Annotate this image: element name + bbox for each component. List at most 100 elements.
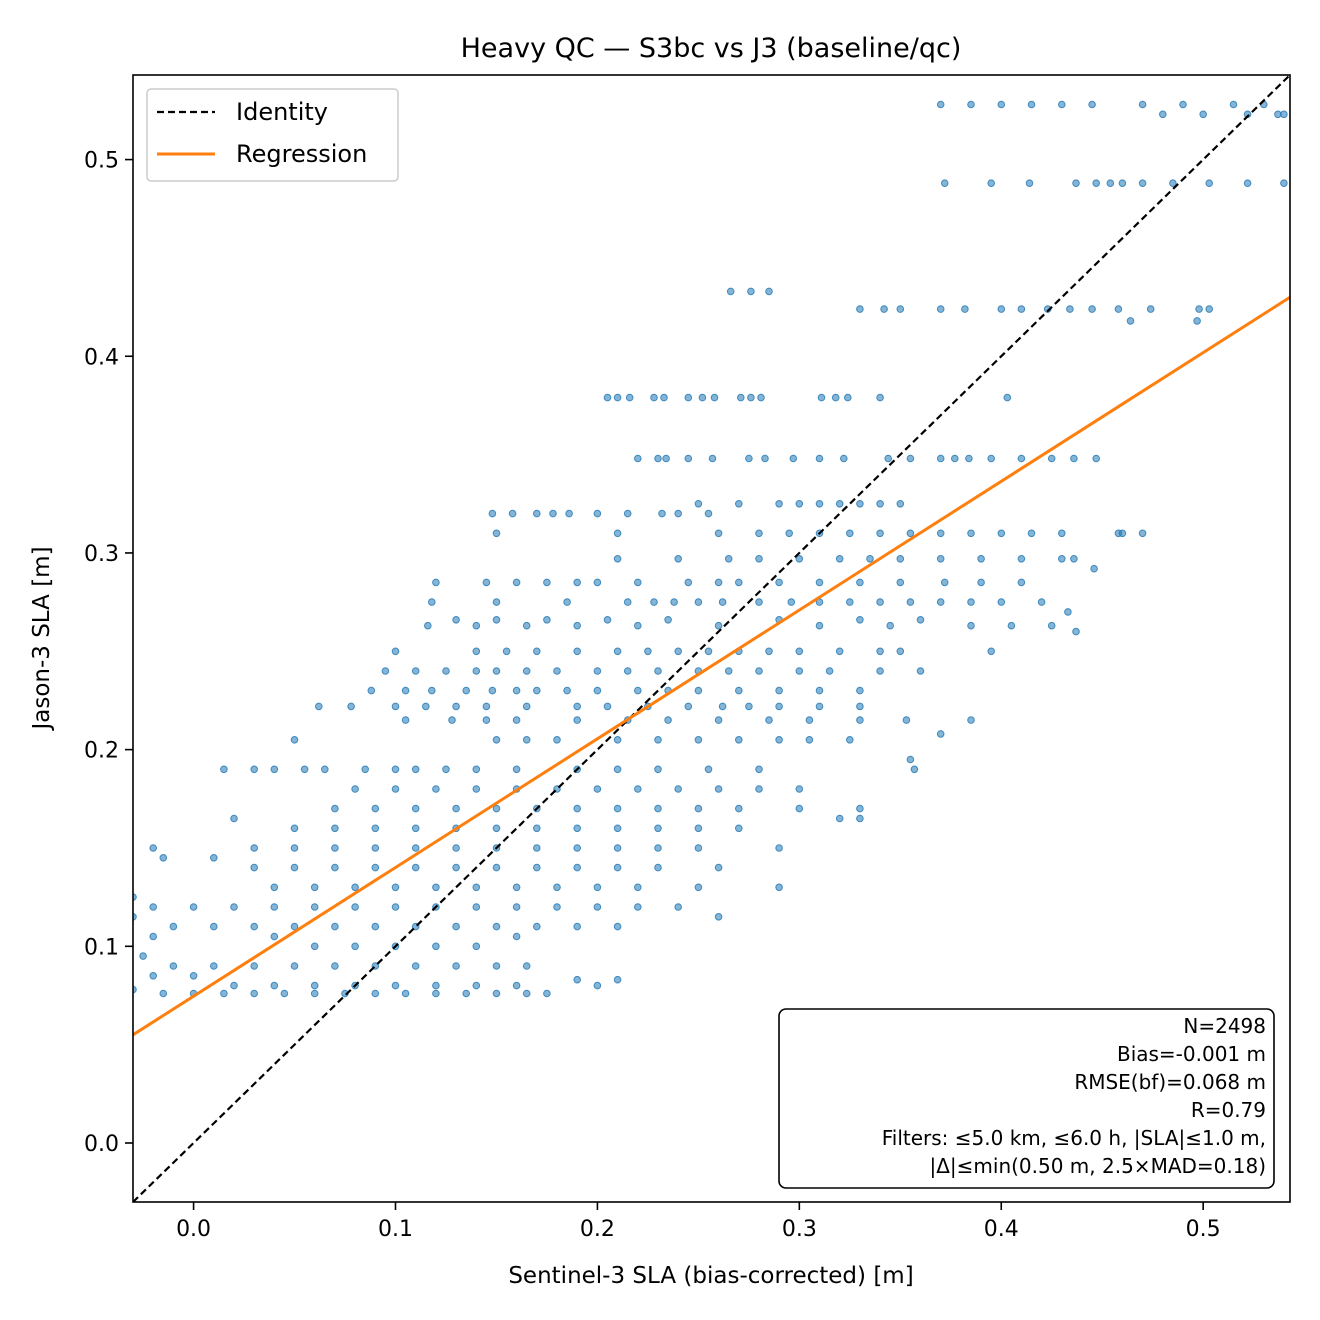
scatter-point bbox=[159, 989, 168, 998]
scatter-point bbox=[765, 287, 773, 296]
scatter-points bbox=[133, 100, 1288, 998]
scatter-point bbox=[603, 702, 612, 711]
scatter-point bbox=[880, 305, 888, 313]
scatter-point bbox=[210, 922, 218, 931]
scatter-point bbox=[508, 509, 517, 518]
scatter-point bbox=[658, 509, 666, 518]
scatter-point bbox=[250, 765, 258, 774]
scatter-point bbox=[391, 883, 400, 892]
scatter-point bbox=[351, 883, 359, 892]
scatter-point bbox=[747, 287, 755, 296]
scatter-point bbox=[424, 621, 432, 630]
x-axis-ticks: 0.0 0.1 0.2 0.3 0.4 0.5 bbox=[176, 1202, 1221, 1242]
scatter-point bbox=[684, 702, 693, 711]
scatter-point bbox=[735, 824, 743, 833]
scatter-point bbox=[533, 863, 541, 872]
scatter-point bbox=[1027, 529, 1036, 538]
scatter-point bbox=[825, 667, 834, 675]
scatter-point bbox=[512, 903, 521, 911]
scatter-point bbox=[593, 509, 602, 518]
scatter-point bbox=[522, 667, 531, 675]
scatter-point bbox=[452, 962, 460, 970]
scatter-point bbox=[512, 765, 521, 774]
scatter-point bbox=[795, 647, 804, 656]
scatter-point bbox=[573, 804, 582, 813]
scatter-point bbox=[876, 393, 884, 402]
scatter-point bbox=[795, 667, 804, 675]
scatter-point bbox=[694, 804, 703, 813]
scatter-point bbox=[1058, 100, 1066, 109]
scatter-point bbox=[371, 844, 380, 852]
scatter-point bbox=[522, 621, 531, 630]
scatter-point bbox=[844, 393, 852, 402]
scatter-point bbox=[1280, 179, 1288, 187]
scatter-point bbox=[856, 716, 864, 724]
scatter-point bbox=[1138, 179, 1147, 187]
scatter-point bbox=[906, 529, 915, 538]
scatter-point bbox=[290, 736, 299, 744]
scatter-point bbox=[997, 305, 1006, 313]
scatter-point bbox=[936, 730, 945, 738]
scatter-point bbox=[462, 989, 471, 998]
legend: Identity Regression bbox=[146, 88, 399, 182]
scatter-point bbox=[662, 454, 670, 463]
scatter-point bbox=[846, 529, 854, 538]
scatter-point bbox=[492, 529, 501, 538]
scatter-point bbox=[270, 981, 279, 990]
scatter-point bbox=[896, 500, 905, 508]
scatter-point bbox=[726, 287, 735, 296]
scatter-point bbox=[351, 785, 359, 793]
scatter-point bbox=[169, 962, 178, 970]
scatter-point bbox=[846, 736, 854, 744]
scatter-point bbox=[1205, 305, 1213, 313]
scatter-point bbox=[371, 804, 380, 813]
scatter-point bbox=[250, 989, 258, 998]
scatter-point bbox=[623, 667, 632, 675]
scatter-point bbox=[401, 716, 410, 724]
scatter-point bbox=[492, 824, 501, 833]
scatter-point bbox=[310, 883, 319, 892]
scatter-point bbox=[533, 922, 541, 931]
y-axis-ticks: 0.0 0.1 0.2 0.3 0.4 0.5 bbox=[84, 149, 133, 1157]
scatter-point bbox=[694, 598, 703, 606]
scatter-point bbox=[876, 598, 884, 606]
scatter-point bbox=[694, 736, 703, 744]
scatter-point bbox=[422, 702, 430, 711]
scatter-point bbox=[401, 989, 410, 998]
scatter-point bbox=[815, 686, 824, 695]
scatter-point bbox=[512, 981, 521, 990]
y-tick-label: 0.1 bbox=[84, 935, 119, 960]
scatter-point bbox=[391, 903, 400, 911]
scatter-point bbox=[512, 578, 521, 587]
scatter-point bbox=[371, 824, 380, 833]
scatter-point bbox=[472, 667, 481, 675]
scatter-point bbox=[315, 702, 323, 711]
scatter-point bbox=[906, 598, 915, 606]
scatter-point bbox=[512, 716, 521, 724]
scatter-point bbox=[367, 686, 376, 695]
scatter-point bbox=[884, 454, 893, 463]
scatter-point bbox=[876, 667, 884, 675]
scatter-point bbox=[573, 844, 582, 852]
scatter-point bbox=[775, 686, 783, 695]
scatter-point bbox=[886, 621, 895, 630]
scatter-point bbox=[704, 765, 713, 774]
stats-bias: Bias=-0.001 m bbox=[1117, 1042, 1266, 1066]
scatter-point bbox=[613, 922, 622, 931]
scatter-point bbox=[391, 765, 400, 774]
scatter-point bbox=[714, 863, 723, 872]
scatter-point bbox=[1017, 555, 1026, 563]
scatter-point bbox=[381, 667, 390, 675]
scatter-point bbox=[815, 454, 824, 463]
scatter-point bbox=[553, 903, 561, 911]
scatter-point bbox=[1088, 305, 1096, 313]
scatter-point bbox=[936, 454, 945, 463]
scatter-point bbox=[967, 716, 975, 724]
scatter-point bbox=[815, 702, 824, 711]
scatter-point bbox=[634, 903, 642, 911]
scatter-point bbox=[684, 393, 693, 402]
scatter-point bbox=[724, 667, 733, 675]
scatter-point bbox=[1169, 179, 1177, 187]
scatter-point bbox=[593, 578, 602, 587]
scatter-point bbox=[714, 621, 723, 630]
